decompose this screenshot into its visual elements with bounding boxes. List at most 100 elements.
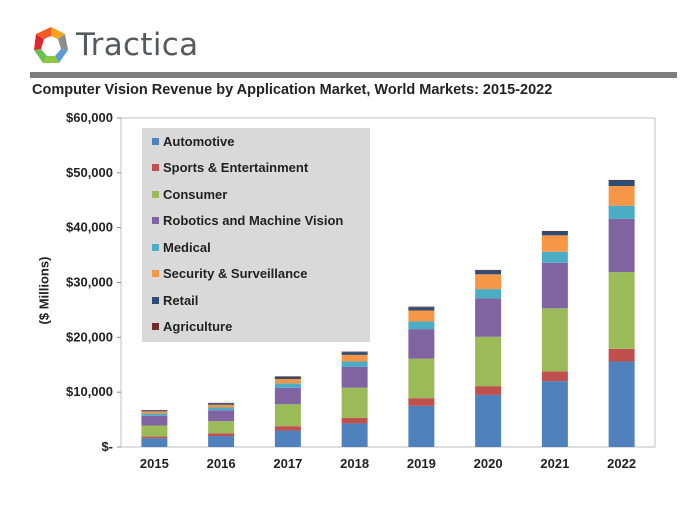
bar-segment [341, 354, 368, 362]
bar-segment [141, 410, 168, 412]
bar-segment [408, 310, 435, 322]
bar-segment [341, 423, 368, 447]
bar-segment [541, 371, 568, 382]
bar-segment [208, 404, 235, 408]
bar-segment [141, 413, 168, 416]
bar-segment [475, 269, 502, 271]
bar-segment [274, 387, 301, 405]
bar-segment [408, 329, 435, 359]
bar-segment [341, 417, 368, 424]
legend-swatch [152, 137, 159, 145]
bar-segment [208, 433, 235, 437]
legend-swatch [152, 190, 159, 198]
legend-label: Retail [163, 292, 199, 308]
legend-label: Automotive [163, 133, 235, 149]
bar-segment [274, 376, 301, 380]
bar-segment [608, 218, 635, 273]
bar-segment [608, 185, 635, 206]
bar-segment [408, 306, 435, 308]
bar-segment [608, 205, 635, 219]
bar-segment [141, 411, 168, 414]
x-tick-label: 2019 [407, 456, 436, 471]
legend-entry: Agriculture [152, 318, 232, 336]
bar-segment [341, 352, 368, 355]
y-tick-label: $30,000 [66, 275, 113, 290]
legend-entry: Security & Surveillance [152, 265, 308, 283]
bar-segment [408, 358, 435, 399]
bar-segment [341, 361, 368, 367]
brand-name: Tractica [76, 27, 199, 63]
bar-segment [541, 230, 568, 232]
bar-segment [475, 270, 502, 275]
bar-segment [274, 426, 301, 431]
bar-segment [608, 348, 635, 362]
legend-entry: Medical [152, 238, 211, 256]
legend-label: Agriculture [163, 319, 233, 334]
y-tick-label: $20,000 [66, 329, 113, 344]
bar-segment [141, 438, 168, 447]
bar-segment [541, 308, 568, 372]
bar-segment [541, 235, 568, 252]
bar-segment [475, 386, 502, 395]
bar-segment [475, 298, 502, 337]
y-tick-label: $50,000 [66, 165, 113, 180]
x-tick-label: 2022 [607, 456, 636, 471]
y-tick-label: $- [101, 439, 113, 454]
chart-title: Computer Vision Revenue by Application M… [32, 82, 553, 98]
x-tick-label: 2018 [340, 456, 369, 471]
bar-segment [208, 403, 235, 405]
bar-segment [608, 180, 635, 186]
bar-segment [274, 376, 301, 377]
bar-segment [541, 251, 568, 263]
bar-segment [541, 381, 568, 447]
bar-segment [341, 351, 368, 353]
legend-swatch [152, 164, 159, 171]
legend-swatch [152, 270, 159, 277]
y-tick-label: $10,000 [66, 384, 113, 399]
legend-label: Sports & Entertainment [163, 160, 309, 175]
header-divider [30, 72, 677, 78]
bar-segment [608, 179, 635, 181]
bar-segment [475, 336, 502, 387]
y-tick-label: $60,000 [66, 110, 113, 125]
bar-segment [141, 415, 168, 426]
tractica-logo-icon [34, 26, 68, 63]
bar-segment [475, 394, 502, 447]
legend-swatch [152, 323, 159, 330]
x-tick-label: 2015 [140, 456, 169, 471]
bar-segment [341, 387, 368, 418]
bar-segment [408, 307, 435, 311]
bar-segment [341, 366, 368, 388]
legend-swatch [152, 217, 159, 224]
bar-segment [475, 274, 502, 290]
bar-segment [274, 430, 301, 447]
bar-segment [274, 383, 301, 388]
bar-segment [608, 361, 635, 447]
legend-entry: Retail [152, 291, 198, 309]
bar-segment [208, 407, 235, 411]
bar-segment [608, 272, 635, 349]
legend-entry: Robotics and Machine Vision [152, 212, 343, 230]
bar-segment [208, 436, 235, 447]
brand-logo: Tractica [30, 20, 198, 70]
x-tick-label: 2016 [207, 456, 236, 471]
legend-entry: Automotive [152, 132, 235, 150]
legend-label: Consumer [163, 186, 228, 202]
bar-segment [141, 425, 168, 437]
bar-segment [408, 321, 435, 330]
bar-segment [208, 421, 235, 434]
bar-segment [408, 405, 435, 447]
legend-entry: Consumer [152, 185, 227, 203]
legend-label: Robotics and Machine Vision [163, 213, 344, 228]
legend-entry: Sports & Entertainment [152, 159, 308, 177]
legend-swatch [152, 296, 159, 304]
y-tick-label: $40,000 [66, 220, 113, 235]
bar-segment [274, 379, 301, 384]
x-tick-label: 2017 [273, 456, 302, 471]
bar-segment [208, 410, 235, 422]
legend-label: Security & Surveillance [163, 266, 308, 281]
chart-legend: Automotive Sports & Entertainment Consumer… [142, 128, 370, 342]
bar-segment [541, 231, 568, 236]
bar-segment [274, 404, 301, 427]
